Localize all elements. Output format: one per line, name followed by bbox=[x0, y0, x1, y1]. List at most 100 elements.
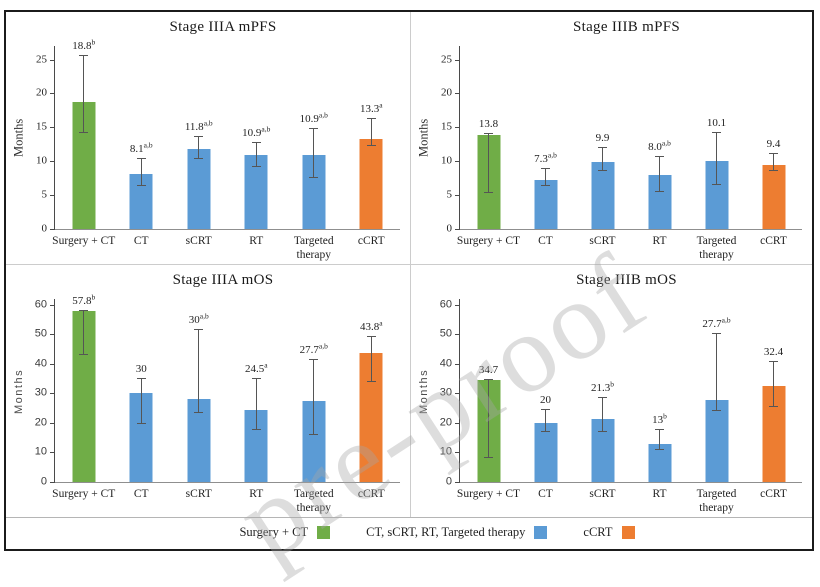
bar bbox=[129, 393, 153, 482]
category-label: cCRT bbox=[728, 488, 819, 502]
error-bar-cap-low bbox=[366, 380, 376, 382]
data-label-value: 27.7 bbox=[702, 318, 722, 331]
quadrant-divider-horizontal bbox=[6, 264, 812, 265]
chart-stage-iiib-mos: Stage IIIB mOS Months 0 10 20 30 40 50 60 34.7 S… bbox=[411, 265, 812, 517]
y-tick-mark bbox=[50, 93, 55, 95]
y-tick-label: 20 bbox=[34, 416, 47, 429]
data-label-superscript: a,b bbox=[143, 140, 153, 150]
bar-slot: 43.8a cCRT bbox=[343, 299, 401, 500]
error-bar-cap-low bbox=[309, 433, 319, 435]
bar bbox=[648, 174, 671, 229]
legend-separator bbox=[6, 517, 812, 518]
category-label-line: CT bbox=[133, 235, 149, 247]
data-label-value: 11.8 bbox=[184, 120, 204, 133]
error-bar-cap-high bbox=[251, 377, 261, 379]
error-bar bbox=[545, 409, 546, 432]
category-label: cCRT bbox=[325, 488, 417, 502]
chart-title: Stage IIIA mOS bbox=[172, 272, 274, 288]
data-label: 13b bbox=[611, 412, 708, 426]
bar bbox=[187, 149, 211, 229]
bar-slot: 9.9 sCRT bbox=[574, 46, 631, 247]
bar bbox=[302, 400, 326, 482]
category-label-line: RT bbox=[249, 235, 264, 247]
data-label-value: 13.3 bbox=[359, 103, 380, 116]
error-bar bbox=[773, 362, 774, 407]
y-tick-mark bbox=[50, 452, 55, 454]
data-label-value: 30 bbox=[135, 362, 147, 375]
error-bar-cap-low bbox=[79, 131, 89, 133]
error-bar-cap-low bbox=[309, 177, 319, 179]
y-tick-label: 50 bbox=[34, 327, 47, 340]
bar-slot: 9.4 cCRT bbox=[745, 46, 802, 247]
error-bar bbox=[659, 157, 660, 193]
bar bbox=[705, 160, 728, 229]
y-tick-label: 5 bbox=[41, 188, 48, 201]
legend-item-standard-treatments: CT, sCRT, RT, Targeted therapy bbox=[366, 525, 548, 540]
y-tick-mark bbox=[50, 195, 55, 197]
y-tick-label: 30 bbox=[439, 386, 452, 399]
data-label-superscript: b bbox=[91, 292, 96, 302]
data-label-superscript: a,b bbox=[318, 110, 328, 120]
category-label-line: RT bbox=[249, 488, 264, 500]
error-bar-cap-high bbox=[598, 396, 607, 398]
bar-slot: 13.8 Surgery + CT bbox=[457, 46, 520, 247]
y-tick-label: 10 bbox=[34, 445, 47, 458]
data-label-superscript: a,b bbox=[547, 150, 557, 160]
data-label: 30 bbox=[92, 362, 190, 375]
error-bar-cap-low bbox=[598, 169, 607, 171]
y-tick-label: 40 bbox=[34, 357, 47, 370]
error-bar-cap-high bbox=[309, 358, 319, 360]
category-label: sCRT bbox=[557, 488, 648, 502]
data-label-value: 9.9 bbox=[595, 132, 610, 145]
y-tick-mark bbox=[455, 161, 460, 163]
data-label-value: 43.8 bbox=[359, 321, 380, 334]
data-label-superscript: b bbox=[610, 379, 614, 389]
y-tick-label: 20 bbox=[439, 416, 452, 429]
error-bar-cap-high bbox=[136, 158, 146, 160]
data-label-value: 10.1 bbox=[706, 116, 727, 129]
error-bar bbox=[488, 379, 489, 459]
y-tick-label: 30 bbox=[34, 386, 47, 399]
category-label: Targeted therapy bbox=[671, 235, 762, 263]
bar-slot: 32.4 cCRT bbox=[745, 299, 802, 500]
category-label-line: cCRT bbox=[357, 235, 385, 247]
y-tick-mark bbox=[50, 127, 55, 129]
error-bar-cap-low bbox=[712, 183, 721, 185]
data-label-superscript: a bbox=[379, 318, 383, 328]
bar-slot: 57.8b Surgery + CT bbox=[52, 294, 115, 501]
category-label-line: sCRT bbox=[185, 235, 212, 247]
category-label-line: therapy bbox=[699, 248, 734, 261]
category-label: CT bbox=[95, 488, 187, 502]
y-tick-label: 25 bbox=[36, 53, 47, 66]
data-label-value: 21.3 bbox=[591, 381, 611, 394]
y-tick-label: 40 bbox=[439, 357, 452, 370]
bar bbox=[244, 409, 268, 482]
bar bbox=[534, 179, 557, 229]
y-tick-label: 0 bbox=[445, 475, 452, 488]
bar-slot: 13.3a cCRT bbox=[343, 46, 401, 247]
data-label: 8.0a,b bbox=[611, 139, 708, 154]
data-label-superscript: a,b bbox=[199, 311, 209, 321]
error-bar-cap-low bbox=[136, 423, 146, 425]
error-bar-cap-high bbox=[712, 131, 721, 133]
error-bar-cap-high bbox=[655, 429, 664, 431]
category-label: sCRT bbox=[153, 488, 245, 502]
data-label-value: 24.5 bbox=[244, 362, 265, 375]
y-tick-mark bbox=[455, 393, 460, 395]
category-label-line: therapy bbox=[296, 248, 331, 261]
y-tick-mark bbox=[455, 304, 460, 306]
y-tick-label: 10 bbox=[439, 445, 452, 458]
data-label-value: 8.0 bbox=[648, 141, 662, 154]
data-label: 7.3a,b bbox=[497, 150, 594, 165]
category-label: Surgery + CT bbox=[443, 488, 534, 502]
category-label-line: sCRT bbox=[589, 235, 616, 247]
bar-slot: 21.3b sCRT bbox=[574, 299, 631, 500]
y-axis-title: Months bbox=[416, 118, 431, 158]
error-bar-cap-high bbox=[655, 156, 664, 158]
data-label: 32.4 bbox=[725, 347, 820, 358]
category-label-line: Surgery + CT bbox=[52, 488, 116, 500]
error-bar-cap-low bbox=[769, 405, 778, 407]
y-tick-mark bbox=[50, 393, 55, 395]
error-bar bbox=[370, 337, 372, 382]
data-label: 27.7a,b bbox=[668, 317, 765, 331]
